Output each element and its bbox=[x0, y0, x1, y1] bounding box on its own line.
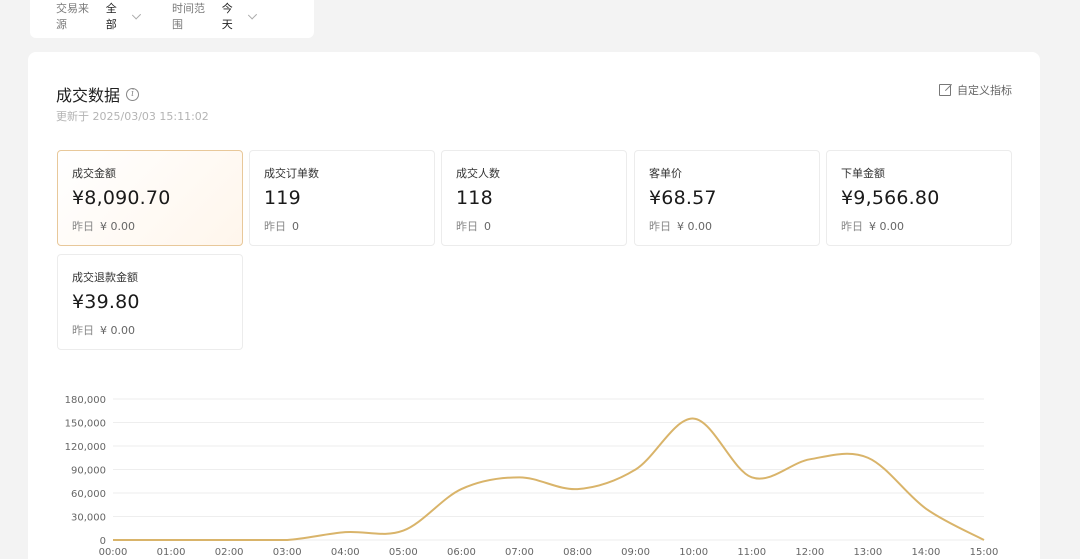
updated-timestamp: 更新于 2025/03/03 15:11:02 bbox=[56, 110, 209, 123]
metric-value: ¥68.57 bbox=[649, 187, 717, 209]
prev-label: 昨日 bbox=[649, 220, 671, 233]
metric-label: 成交订单数 bbox=[264, 167, 319, 180]
prev-label: 昨日 bbox=[841, 220, 863, 233]
metric-prev: 昨日 ¥ 0.00 bbox=[72, 218, 228, 234]
x-tick-label: 11:00 bbox=[737, 547, 766, 558]
metric-prev: 昨日 ¥ 0.00 bbox=[72, 322, 228, 338]
prev-label: 昨日 bbox=[456, 220, 478, 233]
x-tick-label: 15:00 bbox=[970, 547, 999, 558]
filter-time-range[interactable]: 时间范围 今天 bbox=[172, 0, 257, 32]
metric-card-buyer-count[interactable]: 成交人数 118 昨日 0 bbox=[441, 150, 627, 246]
metric-card-refund-amount[interactable]: 成交退款金额 ¥39.80 昨日 ¥ 0.00 bbox=[57, 254, 243, 350]
panel-title: 成交数据 bbox=[56, 86, 121, 105]
metric-prev: 昨日 0 bbox=[456, 218, 612, 234]
metric-label: 成交人数 bbox=[456, 167, 500, 180]
y-tick-label: 90,000 bbox=[71, 466, 106, 477]
x-tick-label: 07:00 bbox=[505, 547, 534, 558]
filter-time-value[interactable]: 今天 bbox=[221, 2, 233, 31]
series-line bbox=[113, 417, 985, 541]
prev-label: 昨日 bbox=[72, 220, 94, 233]
panel-header: 成交数据 i bbox=[56, 82, 140, 106]
x-tick-label: 14:00 bbox=[912, 547, 941, 558]
y-tick-label: 60,000 bbox=[71, 489, 106, 500]
x-tick-label: 13:00 bbox=[853, 547, 882, 558]
metric-label: 成交金额 bbox=[72, 167, 116, 180]
prev-value: ¥ 0.00 bbox=[100, 324, 135, 337]
metric-label: 客单价 bbox=[649, 167, 682, 180]
metric-label: 下单金额 bbox=[841, 167, 885, 180]
metric-value: ¥39.80 bbox=[72, 291, 140, 313]
y-tick-label: 150,000 bbox=[65, 419, 106, 430]
x-tick-label: 04:00 bbox=[331, 547, 360, 558]
filter-source[interactable]: 交易来源 全部 bbox=[56, 0, 141, 32]
metric-value: ¥8,090.70 bbox=[72, 187, 171, 209]
metric-card-avg-order-value[interactable]: 客单价 ¥68.57 昨日 ¥ 0.00 bbox=[634, 150, 820, 246]
filter-source-value[interactable]: 全部 bbox=[105, 2, 117, 31]
metric-card-deal-amount[interactable]: 成交金额 ¥8,090.70 昨日 ¥ 0.00 bbox=[57, 150, 243, 246]
y-tick-label: 180,000 bbox=[65, 395, 106, 406]
prev-value: ¥ 0.00 bbox=[677, 220, 712, 233]
filter-bar: 交易来源 全部 时间范围 今天 bbox=[30, 0, 314, 38]
edit-icon bbox=[939, 84, 951, 96]
x-tick-label: 00:00 bbox=[99, 547, 128, 558]
metric-value: 118 bbox=[456, 187, 493, 209]
metric-card-order-count[interactable]: 成交订单数 119 昨日 0 bbox=[249, 150, 435, 246]
x-tick-label: 09:00 bbox=[621, 547, 650, 558]
x-tick-label: 10:00 bbox=[679, 547, 708, 558]
y-tick-label: 30,000 bbox=[71, 513, 106, 524]
metric-card-order-amount[interactable]: 下单金额 ¥9,566.80 昨日 ¥ 0.00 bbox=[826, 150, 1012, 246]
x-tick-label: 03:00 bbox=[273, 547, 302, 558]
metric-prev: 昨日 ¥ 0.00 bbox=[649, 218, 805, 234]
metric-prev: 昨日 ¥ 0.00 bbox=[841, 218, 997, 234]
x-tick-label: 01:00 bbox=[157, 547, 186, 558]
x-tick-label: 08:00 bbox=[563, 547, 592, 558]
metric-label: 成交退款金额 bbox=[72, 271, 138, 284]
info-icon[interactable]: i bbox=[126, 87, 140, 101]
prev-label: 昨日 bbox=[264, 220, 286, 233]
x-tick-label: 02:00 bbox=[215, 547, 244, 558]
custom-metrics-label: 自定义指标 bbox=[957, 84, 1012, 97]
y-tick-label: 0 bbox=[100, 536, 106, 547]
x-tick-label: 06:00 bbox=[447, 547, 476, 558]
prev-label: 昨日 bbox=[72, 324, 94, 337]
filter-source-label: 交易来源 bbox=[56, 2, 89, 31]
metric-prev: 昨日 0 bbox=[264, 218, 420, 234]
custom-metrics-button[interactable]: 自定义指标 bbox=[939, 82, 1012, 98]
x-tick-label: 05:00 bbox=[389, 547, 418, 558]
deal-data-panel: 成交数据 i 更新于 2025/03/03 15:11:02 自定义指标 成交金… bbox=[28, 52, 1040, 559]
prev-value: ¥ 0.00 bbox=[100, 220, 135, 233]
metric-value: ¥9,566.80 bbox=[841, 187, 940, 209]
prev-value: 0 bbox=[484, 220, 491, 233]
prev-value: 0 bbox=[292, 220, 299, 233]
x-tick-label: 12:00 bbox=[795, 547, 824, 558]
metric-value: 119 bbox=[264, 187, 301, 209]
y-tick-label: 120,000 bbox=[65, 442, 106, 453]
prev-value: ¥ 0.00 bbox=[869, 220, 904, 233]
filter-time-label: 时间范围 bbox=[172, 2, 205, 31]
